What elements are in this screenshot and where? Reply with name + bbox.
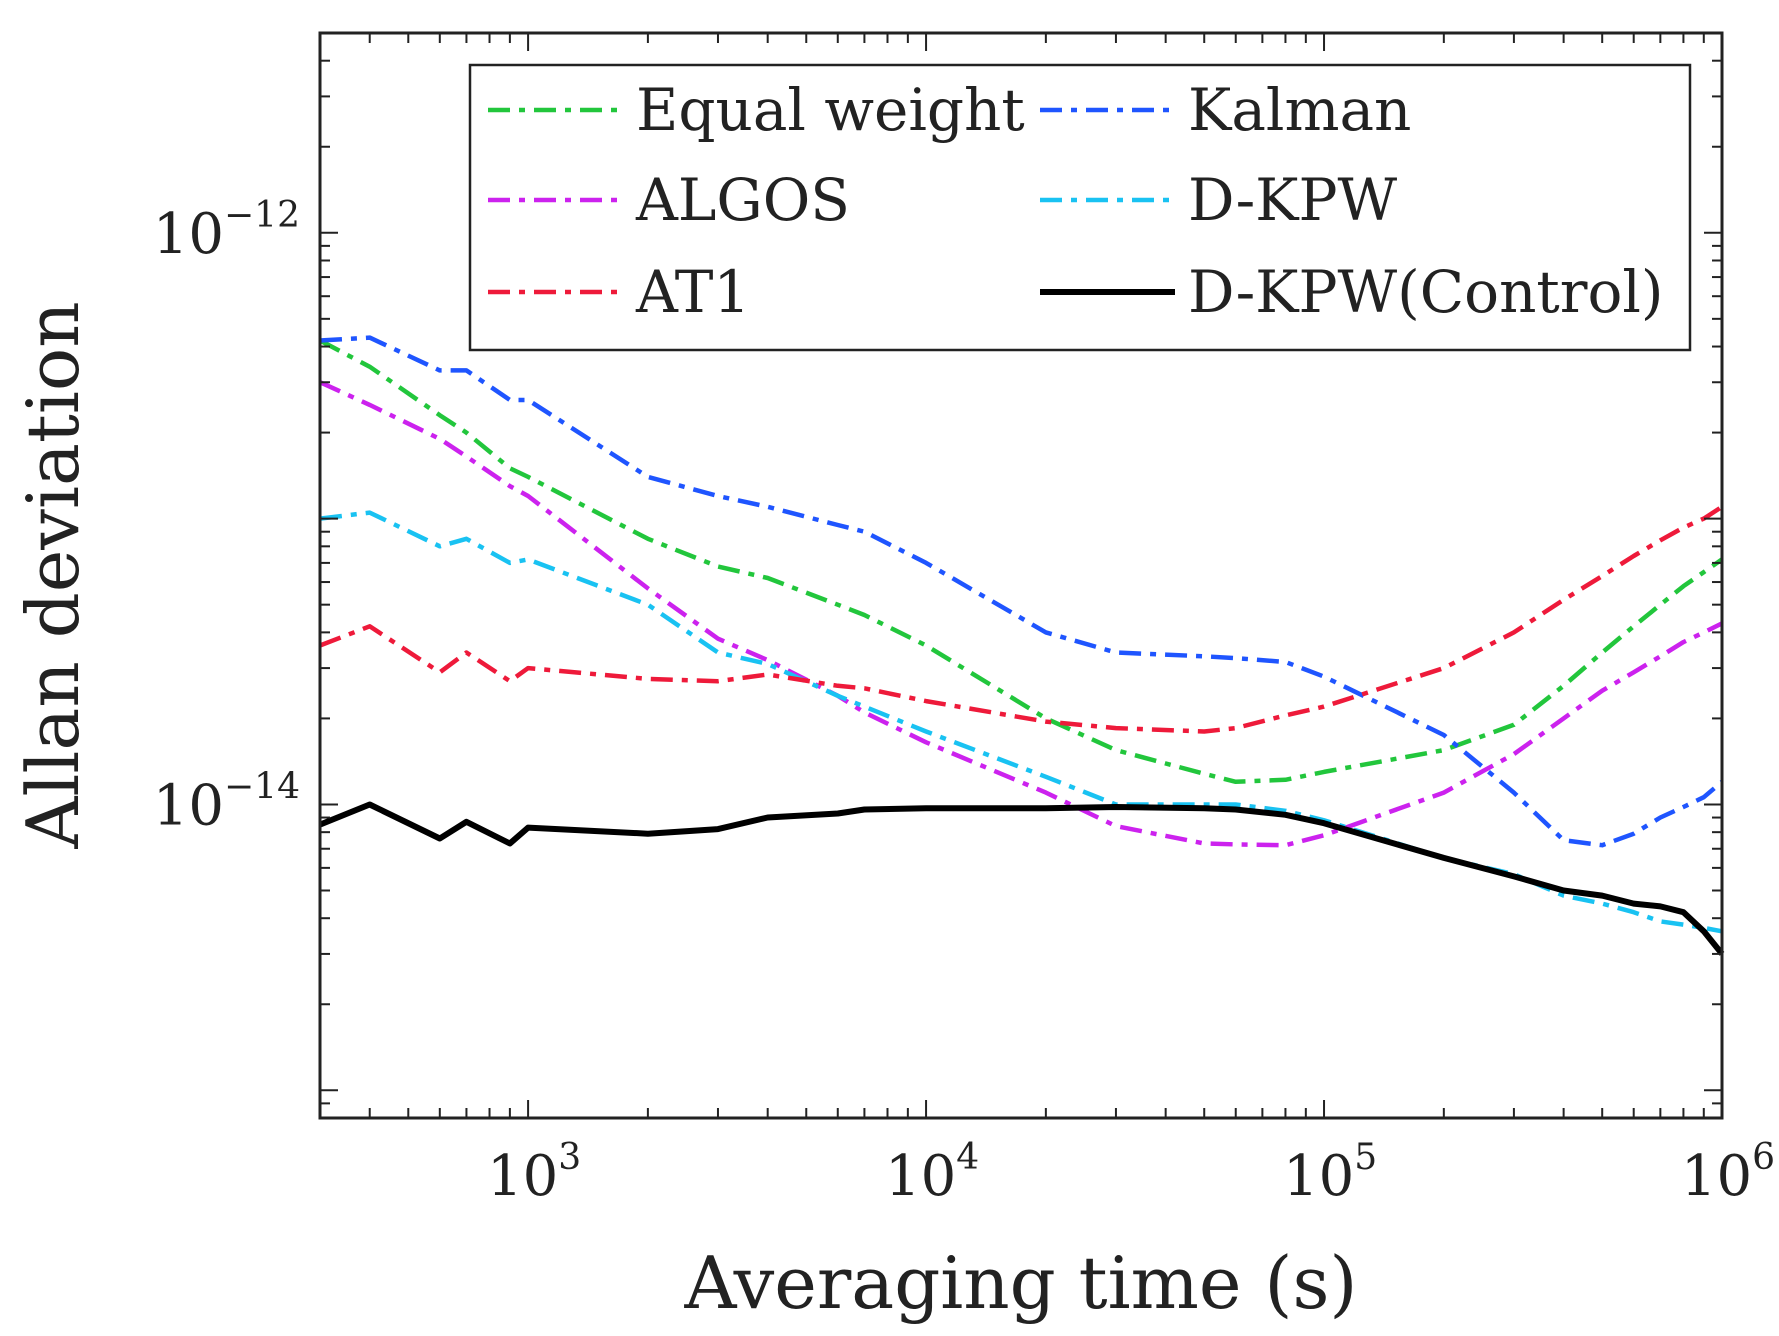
legend-item-at1: AT1 (488, 258, 750, 326)
legend-label: AT1 (635, 258, 750, 326)
legend-item-d-kpw-control: D-KPW(Control) (1040, 258, 1664, 326)
legend-item-equal-weight: Equal weight (488, 76, 1025, 144)
ticks-layer: 103 104 105 106 10−14 10−12 (153, 32, 1775, 1209)
series-line-at1 (319, 504, 1724, 734)
legend-entries: Equal weight Kalman ALGOS D-KPW AT1 D-KPW(Con… (488, 76, 1664, 326)
legend-item-d-kpw: D-KPW (1040, 166, 1398, 234)
x-tick-label: 103 (487, 1137, 581, 1209)
legend-label: D-KPW(Control) (1188, 258, 1664, 326)
legend-item-algos: ALGOS (488, 166, 850, 234)
y-axis-title: Allan deviation (11, 301, 95, 849)
series-layer (318, 335, 1725, 956)
x-tick-label: 105 (1283, 1137, 1377, 1209)
legend-label: Kalman (1188, 76, 1411, 144)
series-line-kalman (319, 335, 1724, 848)
y-tick-label: 10−14 (153, 766, 300, 838)
legend-label: Equal weight (636, 76, 1025, 144)
y-tick-label: 10−12 (153, 195, 300, 267)
legend-box (468, 63, 1692, 352)
legend-label: D-KPW (1188, 166, 1398, 234)
legend-label: ALGOS (635, 166, 850, 234)
x-tick-label: 106 (1681, 1137, 1775, 1209)
series-line-d-kpw-control (318, 801, 1725, 956)
x-axis-title: Averaging time (s) (683, 1241, 1357, 1325)
legend: Equal weight Kalman ALGOS D-KPW AT1 D-KPW(Con… (468, 63, 1692, 352)
plot-area-frame (318, 31, 1724, 1120)
legend-item-kalman: Kalman (1040, 76, 1411, 144)
x-tick-label: 104 (885, 1137, 979, 1209)
series-line-equal-weight (318, 338, 1724, 785)
